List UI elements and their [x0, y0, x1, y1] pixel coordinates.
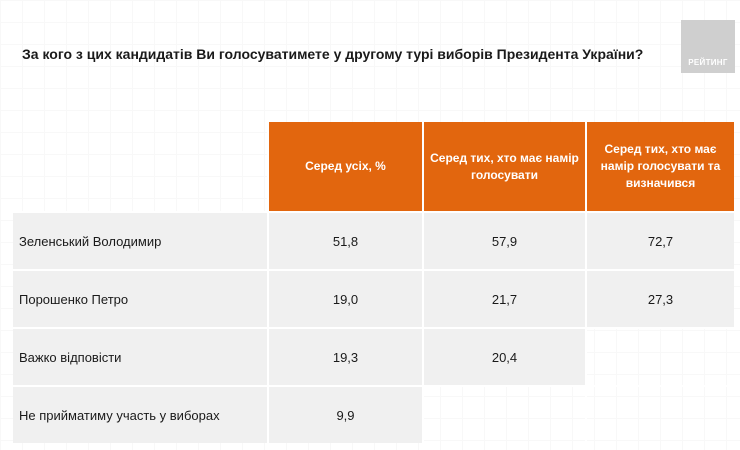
row-label: Порошенко Петро: [13, 269, 268, 328]
header-decided: Серед тих, хто має намір голосувати та в…: [585, 122, 734, 212]
cell: 9,9: [267, 385, 423, 443]
rating-logo: РЕЙТИНГ: [681, 20, 735, 73]
row-label: Зеленський Володимир: [13, 211, 268, 270]
header-empty: [13, 122, 268, 212]
empty-cell: [585, 327, 734, 386]
row-label: Не прийматиму участь у виборах: [13, 385, 268, 443]
empty-cell: [422, 385, 586, 443]
cell: 57,9: [422, 211, 586, 270]
cell: 72,7: [585, 211, 734, 270]
table-row: Порошенко Петро 19,0 21,7 27,3: [13, 269, 734, 328]
table-row: Зеленський Володимир 51,8 57,9 72,7: [13, 211, 734, 270]
page-title: За кого з цих кандидатів Ви голосуватиме…: [22, 46, 644, 62]
logo-text: РЕЙТИНГ: [688, 58, 728, 67]
header-all: Серед усіх, %: [267, 122, 423, 212]
empty-cell: [585, 385, 734, 443]
cell: 27,3: [585, 269, 734, 328]
cell: 19,0: [267, 269, 423, 328]
table-row: Не прийматиму участь у виборах 9,9: [13, 385, 734, 443]
header-intend: Серед тих, хто має намір голосувати: [422, 122, 586, 212]
cell: 21,7: [422, 269, 586, 328]
cell: 19,3: [267, 327, 423, 386]
results-table: Серед усіх, % Серед тих, хто має намір г…: [13, 122, 734, 443]
header-row: Серед усіх, % Серед тих, хто має намір г…: [13, 122, 734, 212]
cell: 20,4: [422, 327, 586, 386]
cell: 51,8: [267, 211, 423, 270]
row-label: Важко відповісти: [13, 327, 268, 386]
table-row: Важко відповісти 19,3 20,4: [13, 327, 734, 386]
